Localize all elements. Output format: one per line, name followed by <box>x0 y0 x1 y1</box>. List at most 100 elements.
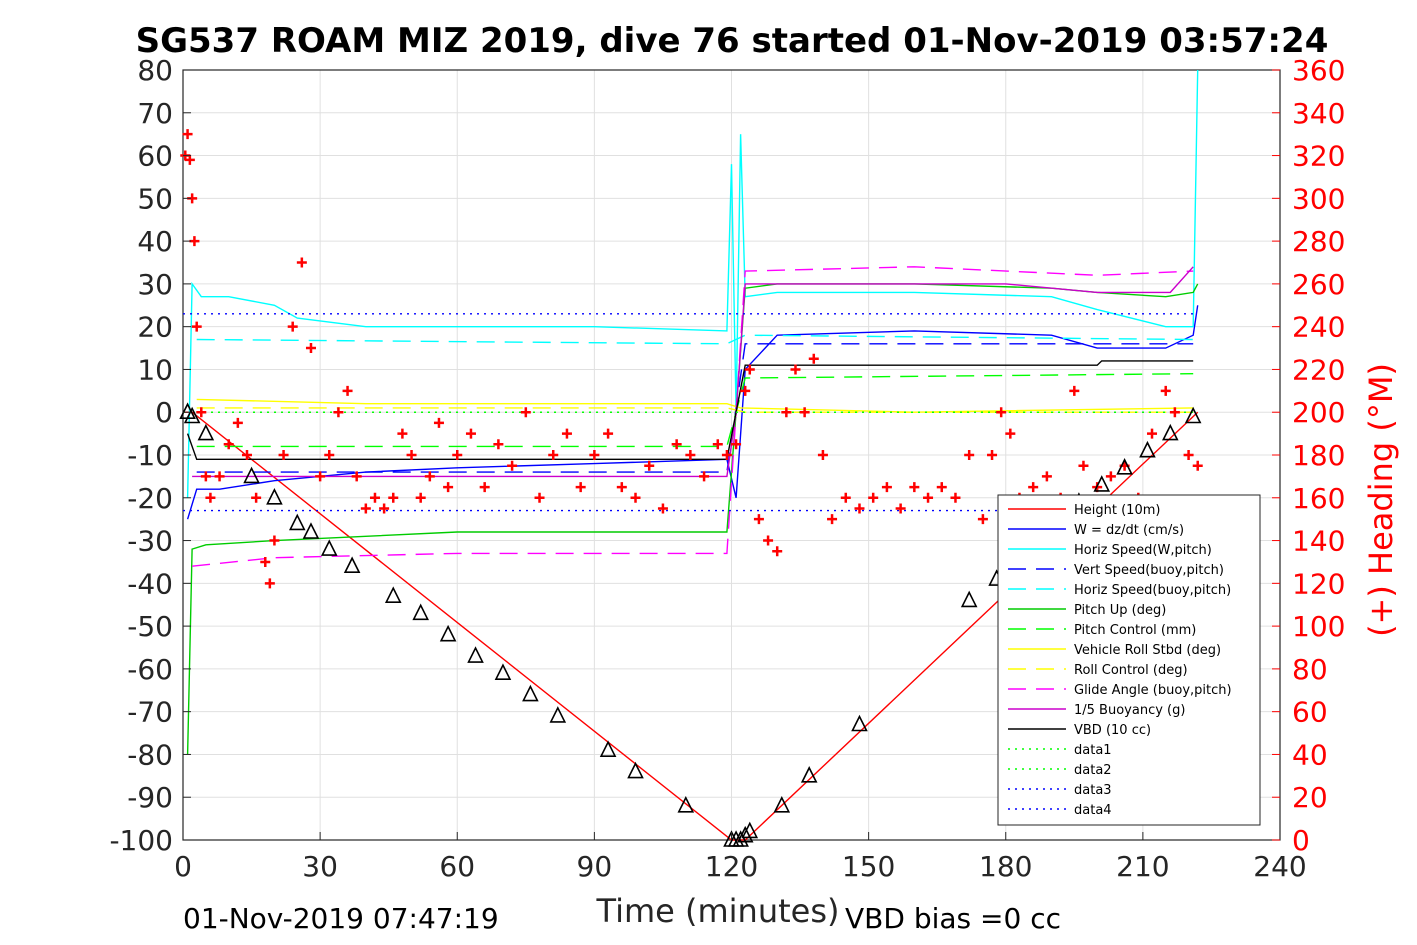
heading-point <box>630 492 641 503</box>
heading-point <box>964 450 975 460</box>
heading-point <box>388 492 399 503</box>
legend-label: Horiz Speed(buoy,pitch) <box>1074 583 1231 598</box>
heading-point <box>278 450 289 460</box>
heading-point <box>1192 460 1203 471</box>
right-tick-label: 100 <box>1292 610 1345 643</box>
depth-point <box>741 821 759 839</box>
depth-point <box>1184 406 1202 424</box>
depth-point <box>266 487 283 505</box>
chart-title: SG537 ROAM MIZ 2019, dive 76 started 01-… <box>136 21 1329 61</box>
depth-point <box>1116 458 1133 475</box>
y-tick-label: 50 <box>137 182 173 215</box>
right-tick-label: 240 <box>1292 311 1345 344</box>
heading-point <box>1147 428 1158 439</box>
depth-point <box>522 684 539 702</box>
legend-label: data3 <box>1074 783 1112 798</box>
x-tick-label: 120 <box>705 850 758 883</box>
heading-point <box>868 492 879 503</box>
y-tick-label: 20 <box>137 311 173 344</box>
depth-point <box>800 766 818 783</box>
depth-point <box>599 740 617 757</box>
heading-point <box>548 450 559 460</box>
depth-point <box>677 795 695 813</box>
heading-point <box>406 450 417 460</box>
heading-point <box>561 428 572 439</box>
heading-point <box>603 428 614 439</box>
right-tick-label: 200 <box>1292 396 1345 429</box>
heading-point <box>443 482 454 493</box>
heading-point <box>840 492 851 503</box>
footer-vbd-bias: VBD bias =0 cc <box>845 902 1061 935</box>
heading-point <box>493 439 504 450</box>
heading-point <box>854 503 865 514</box>
heading-point <box>324 450 335 460</box>
heading-point <box>269 535 280 546</box>
legend-label: Pitch Control (mm) <box>1074 623 1196 638</box>
y-tick-label: -30 <box>127 525 173 558</box>
y-tick-label: -60 <box>127 653 173 686</box>
depth-point <box>1093 475 1111 492</box>
heading-point <box>305 343 316 354</box>
heading-point <box>763 535 774 546</box>
legend-label: Glide Angle (buoy,pitch) <box>1074 683 1232 698</box>
heading-point <box>507 460 518 471</box>
heading-point <box>721 450 732 460</box>
heading-point <box>520 407 531 418</box>
heading-point <box>191 321 202 332</box>
heading-point <box>534 492 545 503</box>
heading-point <box>740 385 751 396</box>
x-tick-label: 210 <box>1116 850 1169 883</box>
heading-point <box>827 514 838 525</box>
heading-point <box>808 353 819 364</box>
heading-point <box>699 471 710 482</box>
y-tick-label: -20 <box>127 482 173 515</box>
depth-point <box>494 663 512 680</box>
legend: Height (10m) W = dz/dt (cm/s) Horiz Speed(… <box>997 494 1261 826</box>
x-tick-label: 150 <box>842 850 895 883</box>
heading-point <box>996 407 1007 418</box>
right-tick-label: 40 <box>1292 738 1328 771</box>
heading-point <box>351 471 362 482</box>
y-tick-label: 70 <box>137 97 173 130</box>
depth-point <box>288 513 306 531</box>
heading-point <box>360 503 371 514</box>
right-tick-label: 340 <box>1292 97 1345 130</box>
heading-point <box>977 514 988 525</box>
right-tick-label: 140 <box>1292 525 1345 558</box>
y-tick-label: 80 <box>137 54 173 87</box>
legend-label: data4 <box>1074 803 1112 818</box>
heading-point <box>616 482 627 493</box>
depth-point <box>1139 440 1156 458</box>
heading-point <box>731 439 742 450</box>
heading-point <box>1183 450 1194 460</box>
heading-point <box>342 385 353 396</box>
x-axis-label: Time (minutes) <box>596 892 840 930</box>
heading-point <box>936 482 947 493</box>
series-line <box>186 360 1194 460</box>
depth-point <box>467 646 484 663</box>
heading-point <box>790 364 801 375</box>
heading-point <box>1169 407 1180 418</box>
y-tick-label: 60 <box>137 140 173 173</box>
depth-point <box>412 603 429 621</box>
legend-label: 1/5 Buoyancy (g) <box>1074 703 1185 718</box>
depth-point <box>549 706 567 723</box>
heading-point <box>260 556 271 567</box>
legend-label: Height (10m) <box>1074 503 1160 518</box>
legend-label: VBD (10 cc) <box>1074 723 1151 738</box>
heading-point <box>799 407 810 418</box>
heading-point <box>772 546 783 557</box>
heading-point <box>315 471 326 482</box>
y-tick-label: -70 <box>127 696 173 729</box>
legend-label: Pitch Up (deg) <box>1074 603 1166 618</box>
y-tick-label: -10 <box>127 439 173 472</box>
heading-point <box>452 450 463 460</box>
heading-point <box>712 439 723 450</box>
series-line <box>186 69 1199 498</box>
heading-point <box>685 450 696 460</box>
heading-point <box>1105 471 1116 482</box>
right-axis-label: (+) Heading (°M) <box>1362 363 1400 637</box>
heading-point <box>200 471 211 482</box>
depth-point <box>302 522 320 539</box>
depth-point <box>197 423 215 441</box>
